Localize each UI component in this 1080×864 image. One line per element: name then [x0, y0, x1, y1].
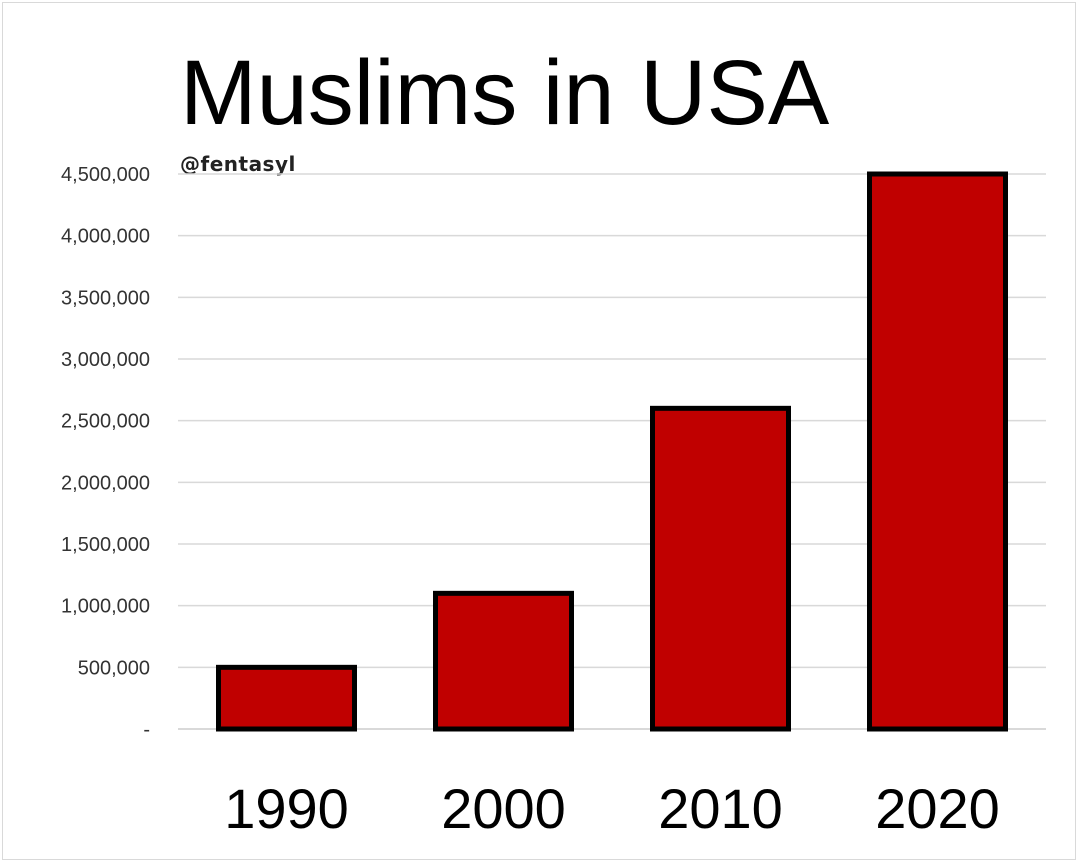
- x-tick-label: 2010: [658, 777, 783, 840]
- y-axis-tick-labels: - 500,000 1,000,000 1,500,000 2,000,000 2,500…: [61, 164, 150, 741]
- y-tick-label: 500,000: [78, 657, 150, 679]
- y-tick-label: 4,500,000: [61, 164, 150, 186]
- chart-title: Muslims in USA: [180, 42, 830, 144]
- y-tick-label: 1,500,000: [61, 534, 150, 556]
- bar-2000: [433, 590, 574, 732]
- x-axis-tick-labels: 1990 2000 2010 2020: [224, 777, 1000, 840]
- bar-2020: [867, 171, 1008, 732]
- bars: [216, 171, 1008, 732]
- bar-1990: [216, 664, 357, 732]
- watermark-text: @fentasyl: [180, 152, 296, 176]
- y-tick-label: 3,000,000: [61, 349, 150, 371]
- bar-2010: [650, 405, 791, 732]
- y-tick-label: 3,500,000: [61, 287, 150, 309]
- y-tick-label: 4,000,000: [61, 226, 150, 248]
- x-tick-label: 1990: [224, 777, 349, 840]
- x-tick-label: 2020: [875, 777, 1000, 840]
- y-tick-label: 1,000,000: [61, 596, 150, 618]
- y-tick-label: -: [143, 719, 150, 741]
- x-tick-label: 2000: [441, 777, 566, 840]
- y-tick-label: 2,500,000: [61, 411, 150, 433]
- y-tick-label: 2,000,000: [61, 472, 150, 494]
